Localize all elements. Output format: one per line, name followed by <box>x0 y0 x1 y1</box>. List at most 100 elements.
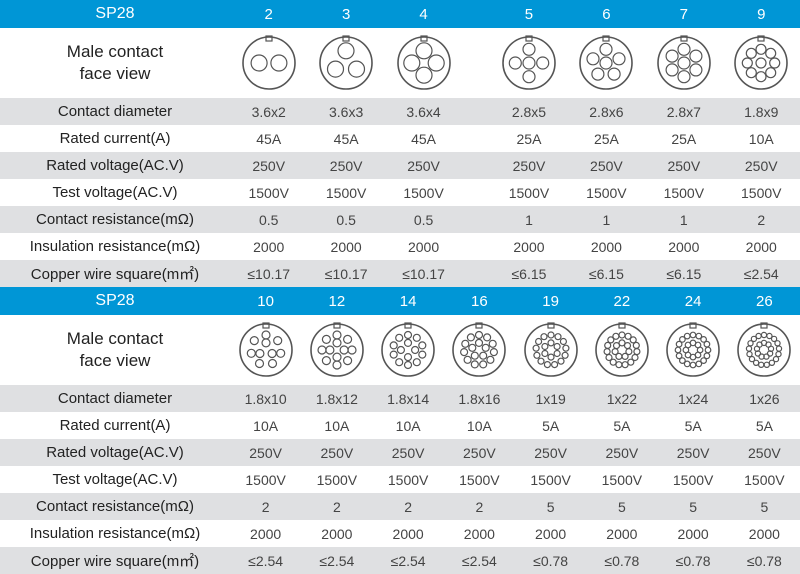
cell: 1.8x9 <box>723 104 800 120</box>
spec-row-insulation_resistance: Insulation resistance(mΩ) 20002000200020… <box>0 233 800 260</box>
cell: 1500V <box>490 185 567 201</box>
cell: 2000 <box>515 526 586 542</box>
cell: 5A <box>658 418 729 434</box>
cell: 1500V <box>301 472 372 488</box>
section-0: SP28 2345679 Male contactface view Conta… <box>0 0 800 287</box>
pin-diagram-7 <box>645 35 722 91</box>
spec-label: Rated voltage(AC.V) <box>0 444 230 461</box>
cell: 2000 <box>307 239 384 255</box>
cell: 45A <box>307 131 384 147</box>
cell: 16 <box>444 293 515 310</box>
cell: 1500V <box>444 472 515 488</box>
pin-diagram-19 <box>515 322 586 378</box>
cell: 1500V <box>230 185 307 201</box>
spec-row-copper_wire: Copper wire square(m㎡) ≤2.54≤2.54≤2.54≤2… <box>0 547 800 574</box>
spec-label: Test voltage(AC.V) <box>0 184 230 201</box>
cell: 3.6x4 <box>385 104 462 120</box>
cell: 1 <box>645 212 722 228</box>
pin-diagram-4 <box>385 35 462 91</box>
cell: ≤2.54 <box>723 266 800 282</box>
face-view-row: Male contactface view <box>0 315 800 385</box>
cell: 250V <box>373 445 444 461</box>
cell: 1500V <box>385 185 462 201</box>
cell: 250V <box>490 158 567 174</box>
cell: 1x19 <box>515 391 586 407</box>
cell: 1500V <box>658 472 729 488</box>
cell: 9 <box>723 6 800 23</box>
column-gap <box>462 104 490 120</box>
spec-row-rated_current: Rated current(A) 10A10A10A10A5A5A5A5A <box>0 412 800 439</box>
cell: 10 <box>230 293 301 310</box>
spec-row-contact_diameter: Contact diameter 1.8x101.8x121.8x141.8x1… <box>0 385 800 412</box>
cell: 250V <box>307 158 384 174</box>
pin-diagram-12 <box>301 322 372 378</box>
cell: 14 <box>373 293 444 310</box>
cell: 10A <box>301 418 372 434</box>
cell: ≤6.15 <box>490 266 567 282</box>
cell: ≤6.15 <box>645 266 722 282</box>
spec-row-rated_voltage: Rated voltage(AC.V) 250V250V250V250V250V… <box>0 439 800 466</box>
spec-row-rated_current: Rated current(A) 45A45A45A25A25A25A10A <box>0 125 800 152</box>
cell: ≤2.54 <box>373 553 444 569</box>
cell: ≤10.17 <box>230 266 307 282</box>
section-1: SP28 1012141619222426 Male contactface v… <box>0 287 800 574</box>
cell: 1500V <box>568 185 645 201</box>
cell: 250V <box>301 445 372 461</box>
spec-label: Contact resistance(mΩ) <box>0 211 230 228</box>
spec-label: Rated current(A) <box>0 130 230 147</box>
spec-label: Insulation resistance(mΩ) <box>0 525 230 542</box>
cell: 22 <box>586 293 657 310</box>
cell: 250V <box>444 445 515 461</box>
cell: 4 <box>385 6 462 23</box>
pin-diagram-5 <box>490 35 567 91</box>
cell: 2.8x7 <box>645 104 722 120</box>
spec-label: Rated voltage(AC.V) <box>0 157 230 174</box>
cell: 1500V <box>230 472 301 488</box>
cell: ≤0.78 <box>515 553 586 569</box>
cell: 1500V <box>586 472 657 488</box>
cell: ≤2.54 <box>230 553 301 569</box>
pin-diagram-26 <box>729 322 800 378</box>
cell: 45A <box>385 131 462 147</box>
cell: 250V <box>645 158 722 174</box>
cell: ≤10.17 <box>385 266 462 282</box>
cell: 250V <box>230 158 307 174</box>
cell: 0.5 <box>307 212 384 228</box>
cell: 2 <box>723 212 800 228</box>
cell: 250V <box>658 445 729 461</box>
spec-row-contact_resistance: Contact resistance(mΩ) 0.50.50.51112 <box>0 206 800 233</box>
spec-row-test_voltage: Test voltage(AC.V) 1500V1500V1500V1500V1… <box>0 466 800 493</box>
cell: 1500V <box>373 472 444 488</box>
pin-diagram-6 <box>568 35 645 91</box>
cell: 0.5 <box>385 212 462 228</box>
spec-label: Rated current(A) <box>0 417 230 434</box>
cell: 2000 <box>385 239 462 255</box>
column-gap <box>462 185 490 201</box>
cell: 26 <box>729 293 800 310</box>
cell: 5A <box>586 418 657 434</box>
cell: 5A <box>729 418 800 434</box>
cell: 7 <box>645 6 722 23</box>
cell: 1500V <box>729 472 800 488</box>
column-gap <box>462 266 490 282</box>
cell: 2000 <box>729 526 800 542</box>
cell: 1.8x16 <box>444 391 515 407</box>
cell: 250V <box>385 158 462 174</box>
cell: 2 <box>230 6 307 23</box>
column-gap <box>462 239 490 255</box>
spec-row-insulation_resistance: Insulation resistance(mΩ) 20002000200020… <box>0 520 800 547</box>
spec-label: Copper wire square(m㎡) <box>0 263 230 284</box>
cell: ≤2.54 <box>444 553 515 569</box>
face-view-row: Male contactface view <box>0 28 800 98</box>
cell: 250V <box>515 445 586 461</box>
cell: 3.6x2 <box>230 104 307 120</box>
pin-diagram-14 <box>373 322 444 378</box>
pin-diagram-10 <box>230 322 301 378</box>
spec-table: SP28 2345679 Male contactface view Conta… <box>0 0 800 574</box>
cell: 1500V <box>307 185 384 201</box>
pin-diagram-22 <box>586 322 657 378</box>
cell: 6 <box>568 6 645 23</box>
column-gap <box>462 158 490 174</box>
cell: 1 <box>568 212 645 228</box>
cell: ≤6.15 <box>568 266 645 282</box>
